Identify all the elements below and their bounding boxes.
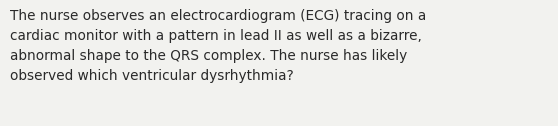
Text: The nurse observes an electrocardiogram (ECG) tracing on a
cardiac monitor with : The nurse observes an electrocardiogram … [10, 9, 426, 83]
